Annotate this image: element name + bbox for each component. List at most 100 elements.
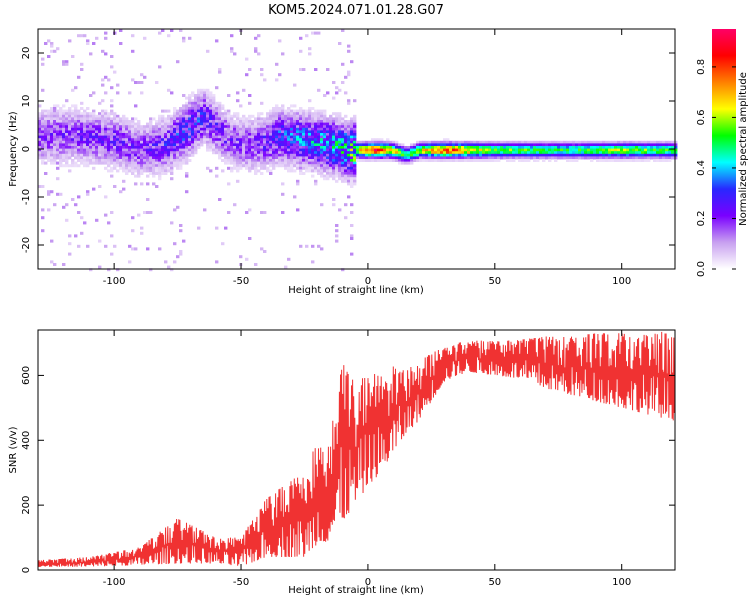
spectrogram-cell	[137, 156, 141, 160]
spectrogram-cell	[665, 146, 669, 149]
spectrogram-cell	[143, 138, 147, 142]
spectrogram-cell	[185, 101, 189, 105]
spectrogram-cell	[50, 138, 54, 142]
spectrogram-cell	[209, 169, 213, 173]
spectrogram-cell	[299, 159, 303, 162]
spectrogram-cell	[53, 122, 57, 126]
spectrogram-cell	[59, 143, 63, 147]
spectrogram-cell	[242, 130, 246, 134]
spectrogram-cell	[110, 135, 114, 139]
spectrogram-cell	[626, 140, 630, 144]
spectrogram-cell	[380, 148, 384, 152]
spectrogram-cell	[62, 133, 66, 136]
spectrogram-cell	[188, 148, 192, 152]
spectrogram-cell	[527, 148, 531, 152]
spectrogram-cell	[608, 143, 612, 147]
spectrogram-cell	[113, 161, 117, 165]
spectrogram-cell	[359, 143, 363, 147]
spectrogram-cell	[602, 156, 606, 160]
spectrogram-cell	[566, 146, 570, 149]
spectrogram-cell	[164, 260, 168, 264]
spectrogram-cell	[212, 107, 216, 110]
spectrogram-cell	[452, 146, 456, 149]
spectrogram-cell	[587, 156, 591, 160]
spectrogram-cell	[200, 91, 204, 95]
spectrogram-cell	[68, 112, 72, 116]
spectrogram-cell	[359, 146, 363, 149]
spectrogram-cell	[347, 70, 351, 74]
spectrogram-cell	[218, 101, 222, 105]
spectrogram-cell	[104, 135, 108, 139]
spectrogram-cell	[155, 81, 159, 84]
spectrogram-cell	[98, 117, 102, 121]
spectrogram-cell	[236, 164, 240, 168]
spectrogram-cell	[245, 73, 249, 77]
spectrogram-cell	[188, 125, 192, 129]
spectrogram-cell	[65, 151, 69, 155]
spectrogram-cell	[203, 138, 207, 142]
spectrogram-cell	[110, 143, 114, 147]
spectrogram-cell	[260, 122, 264, 126]
spectrogram-cell	[140, 161, 144, 165]
spectrogram-cell	[161, 159, 165, 162]
spectrogram-cell	[65, 146, 69, 149]
spectrogram-cell	[482, 140, 486, 144]
spectrogram-cell	[107, 140, 111, 144]
spectrogram-cell	[395, 148, 399, 152]
spectrogram-cell	[299, 140, 303, 144]
spectrogram-cell	[116, 122, 120, 126]
spectrogram-cell	[119, 133, 123, 136]
spectrogram-cell	[323, 159, 327, 162]
spectrogram-cell	[116, 164, 120, 168]
spectrogram-cell	[176, 159, 180, 162]
spectrogram-cell	[194, 120, 198, 123]
spectrogram-cell	[104, 36, 108, 40]
spectrogram-cell	[155, 159, 159, 162]
spectrogram-cell	[428, 153, 432, 157]
spectrogram-cell	[233, 164, 237, 168]
spectrogram-cell	[254, 151, 258, 155]
spectrogram-cell	[80, 114, 84, 118]
spectrogram-cell	[59, 159, 63, 162]
spectrogram-cell	[83, 133, 87, 136]
spectrogram-cell	[500, 148, 504, 152]
spectrogram-cell	[302, 161, 306, 165]
spectrogram-cell	[353, 117, 357, 121]
spectrogram-cell	[314, 161, 318, 165]
spectrogram-cell	[212, 112, 216, 116]
spectrogram-cell	[350, 224, 354, 227]
spectrogram-cell	[461, 148, 465, 152]
spectrogram-cell	[176, 156, 180, 160]
spectrogram-cell	[281, 192, 285, 196]
spectrogram-cell	[341, 143, 345, 147]
spectrogram-cell	[293, 140, 297, 144]
spectrogram-cell	[269, 140, 273, 144]
spectrogram-cell	[50, 159, 54, 162]
spectrogram-cell	[368, 151, 372, 155]
spectrogram-cell	[191, 109, 195, 113]
spectrogram-cell	[467, 151, 471, 155]
spectrogram-cell	[185, 153, 189, 157]
spectrogram-cell	[260, 120, 264, 123]
spectrogram-cell	[347, 177, 351, 181]
spectrogram-cell	[281, 127, 285, 131]
spectrogram-cell	[41, 117, 45, 121]
spectrogram-cell	[377, 148, 381, 152]
spectrogram-cell	[308, 52, 312, 56]
spectrogram-cell	[551, 153, 555, 157]
spectrogram-cell	[308, 135, 312, 139]
spectrogram-cell	[95, 117, 99, 121]
spectrogram-cell	[401, 156, 405, 160]
spectrogram-cell	[530, 156, 534, 160]
spectrogram-cell	[50, 153, 54, 157]
spectrogram-cell	[158, 174, 162, 178]
spectrogram-cell	[443, 143, 447, 147]
spectrogram-cell	[332, 81, 336, 84]
spectrogram-cell	[80, 148, 84, 152]
spectrogram-cell	[197, 143, 201, 147]
spectrogram-cell	[260, 125, 264, 129]
spectrogram-cell	[545, 148, 549, 152]
spectrogram-cell	[305, 138, 309, 142]
spectrogram-cell	[572, 140, 576, 144]
spectrogram-cell	[341, 146, 345, 149]
